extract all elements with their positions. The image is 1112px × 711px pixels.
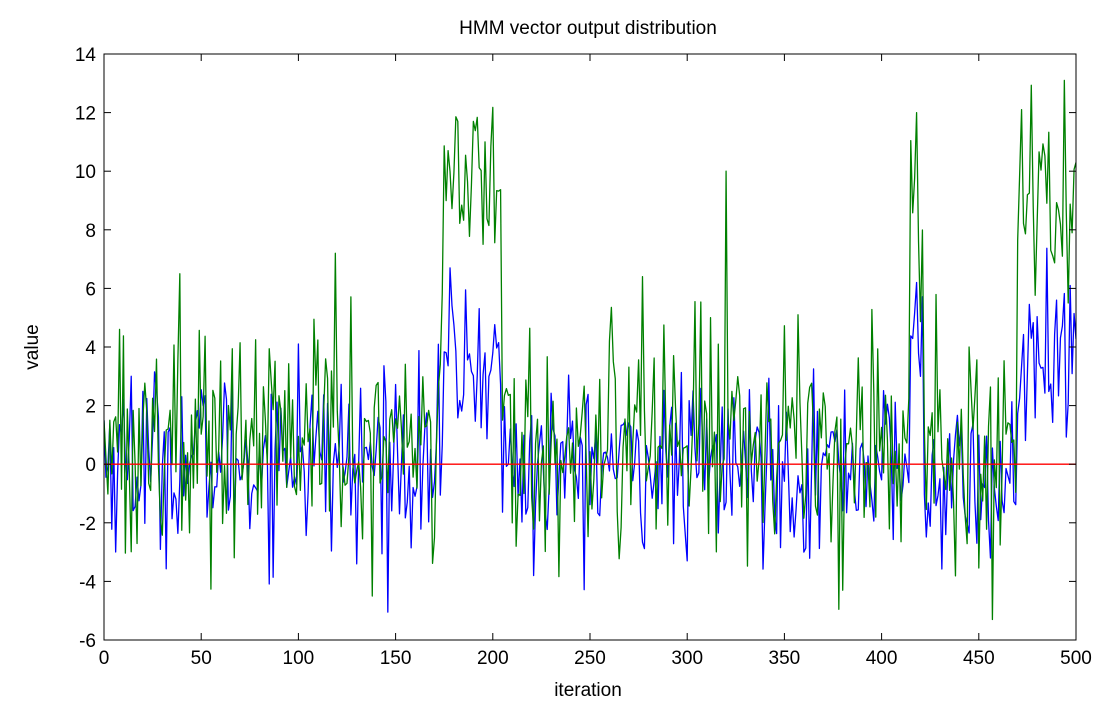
axes-layer: 0 50 100 150 200 250 300 350 400 450 500 -6 -4 -2 0 2 4 6… [75, 45, 1092, 669]
chart-title: HMM vector output distribution [459, 18, 717, 39]
y-tick-label: 8 [85, 221, 96, 242]
x-tick-label: 150 [380, 648, 412, 669]
plot-area [104, 79, 1076, 621]
y-tick-label: -2 [79, 514, 96, 535]
y-tick-label: 14 [75, 45, 97, 66]
y-tick-label: 2 [85, 397, 96, 418]
x-tick-label: 100 [283, 648, 315, 669]
x-tick-label: 450 [963, 648, 995, 669]
y-tick-label: 0 [85, 455, 96, 476]
plot-layer [104, 79, 1076, 621]
x-axis-label: iteration [554, 680, 622, 701]
y-tick-label: -6 [79, 631, 96, 652]
y-tick-label: -4 [79, 572, 96, 593]
y-tick-label: 4 [85, 338, 96, 359]
x-tick-label: 50 [191, 648, 212, 669]
x-tick-label: 200 [477, 648, 509, 669]
x-tick-label: 0 [99, 648, 110, 669]
y-tick-label: 6 [85, 279, 96, 300]
x-tick-label: 300 [671, 648, 703, 669]
x-tick-label: 400 [866, 648, 898, 669]
x-tick-label: 500 [1060, 648, 1092, 669]
y-tick-label: 10 [75, 162, 96, 183]
y-axis-label: value [22, 324, 43, 369]
y-tick-label: 12 [75, 104, 96, 125]
x-tick-label: 250 [574, 648, 606, 669]
series-line-green [104, 79, 1076, 621]
x-tick-label: 350 [769, 648, 801, 669]
